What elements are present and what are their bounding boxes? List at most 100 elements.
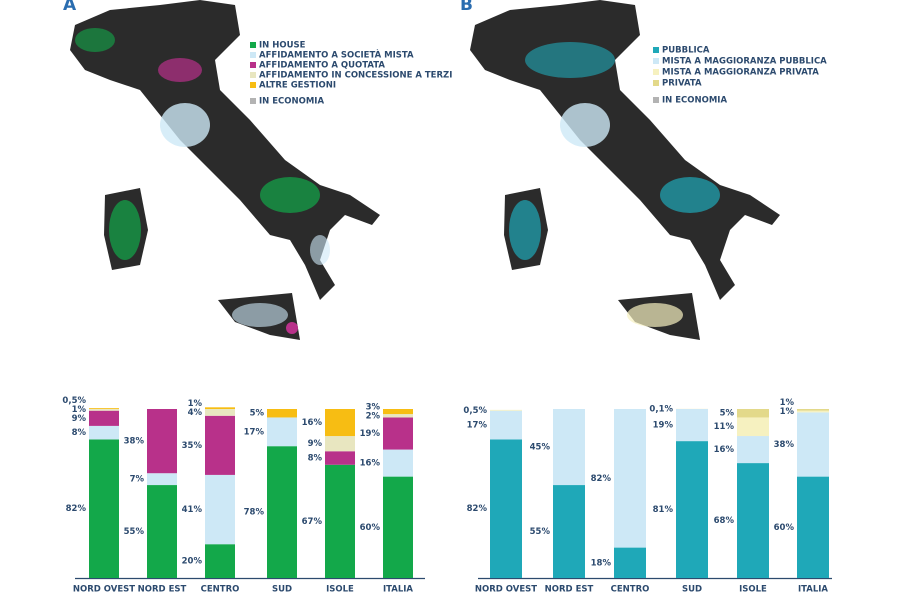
value-label: 17% <box>244 427 265 437</box>
value-label: 0,1% <box>649 404 673 414</box>
bar-segment <box>797 476 829 578</box>
value-label: 1% <box>188 399 203 409</box>
bar-segment <box>205 544 235 578</box>
x-tick-label: SUD <box>272 585 292 595</box>
value-label: 9% <box>72 414 87 424</box>
bar-segment <box>737 463 769 578</box>
bar-segment <box>383 476 413 578</box>
x-tick-label: SUD <box>682 585 702 595</box>
value-label: 41% <box>182 505 203 515</box>
bar-segment <box>325 436 355 452</box>
value-label: 11% <box>714 422 735 432</box>
legend-label: IN ECONOMIA <box>259 97 324 107</box>
value-label: 82% <box>591 474 612 484</box>
bar-segment <box>614 547 646 578</box>
legend-label: AFFIDAMENTO A QUOTATA <box>259 61 385 71</box>
value-label: 2% <box>366 411 381 421</box>
map-a <box>70 0 380 340</box>
value-label: 38% <box>124 437 145 447</box>
bar-segment <box>553 485 585 578</box>
legend-swatch <box>250 62 256 68</box>
bar-segment <box>267 417 297 447</box>
x-tick-label: NORD EST <box>545 585 594 595</box>
bar-segment <box>325 409 355 437</box>
x-tick-label: ITALIA <box>383 585 413 595</box>
value-label: 20% <box>182 557 203 567</box>
value-label: 0,5% <box>463 406 487 416</box>
value-label: 1% <box>780 398 795 408</box>
bar-segment <box>383 417 413 450</box>
value-label: 35% <box>182 441 203 451</box>
legend-label: IN ECONOMIA <box>662 96 727 106</box>
bar-segment <box>205 474 235 545</box>
x-tick-label: NORD EST <box>138 585 187 595</box>
bar-segment <box>205 407 235 409</box>
value-label: 8% <box>72 428 87 438</box>
value-label: 68% <box>714 516 735 526</box>
legend-swatch <box>250 52 256 58</box>
panel-label: A <box>63 0 77 15</box>
value-label: 55% <box>124 527 145 537</box>
value-label: 9% <box>308 439 323 449</box>
bar-segment <box>89 410 119 426</box>
value-label: 19% <box>653 421 674 431</box>
bar-segment <box>797 409 829 411</box>
value-label: 45% <box>530 443 551 453</box>
value-label: 1% <box>780 407 795 417</box>
legend-label: PUBBLICA <box>662 46 710 56</box>
bar-segment <box>325 451 355 465</box>
bar-segment <box>205 409 235 416</box>
value-label: 60% <box>774 523 795 533</box>
legend-swatch <box>250 82 256 88</box>
value-label: 19% <box>360 429 381 439</box>
legend-swatch <box>250 98 256 104</box>
bar-segment <box>325 464 355 578</box>
bar-segment <box>737 409 769 418</box>
legend-swatch <box>653 80 659 86</box>
bar-segment <box>614 409 646 548</box>
value-label: 67% <box>302 517 323 527</box>
bar-segment <box>205 415 235 475</box>
bar-segment <box>147 473 177 486</box>
map-b <box>470 0 780 340</box>
bar-segment <box>89 439 119 578</box>
x-tick-label: CENTRO <box>201 585 240 595</box>
bar-segment <box>383 414 413 418</box>
x-tick-label: ISOLE <box>739 585 767 595</box>
value-label: 78% <box>244 508 265 518</box>
bar-segment <box>553 409 585 486</box>
x-tick-label: ITALIA <box>798 585 828 595</box>
bar-segment <box>676 441 708 578</box>
bar-segment <box>89 408 119 409</box>
x-tick-label: NORD OVEST <box>73 585 135 595</box>
bar-segment <box>267 446 297 578</box>
bar-segment <box>267 409 297 418</box>
legend-label: IN HOUSE <box>259 41 306 51</box>
value-label: 0,5% <box>62 396 86 406</box>
bar-segment <box>147 409 177 474</box>
value-label: 16% <box>714 445 735 455</box>
bar-segment <box>737 436 769 464</box>
legend-swatch <box>653 69 659 75</box>
legend-swatch <box>653 47 659 53</box>
value-label: 1% <box>72 405 87 415</box>
bar-segment <box>490 409 522 411</box>
value-label: 16% <box>302 418 323 428</box>
x-tick-label: NORD OVEST <box>475 585 537 595</box>
legend-label: PRIVATA <box>662 79 702 89</box>
value-label: 55% <box>530 527 551 537</box>
value-label: 82% <box>66 504 87 514</box>
bar-segment <box>676 409 708 442</box>
bar-segment <box>797 412 829 477</box>
value-label: 81% <box>653 505 674 515</box>
bar-segment <box>89 425 119 440</box>
value-label: 82% <box>467 504 488 514</box>
legend-swatch <box>653 58 659 64</box>
value-label: 4% <box>188 408 203 418</box>
bar-segment <box>89 409 119 411</box>
legend-label: AFFIDAMENTO IN CONCESSIONE A TERZI <box>259 71 452 81</box>
value-label: 3% <box>366 402 381 412</box>
legend-label: AFFIDAMENTO A SOCIETÀ MISTA <box>259 49 414 61</box>
value-label: 8% <box>308 454 323 464</box>
